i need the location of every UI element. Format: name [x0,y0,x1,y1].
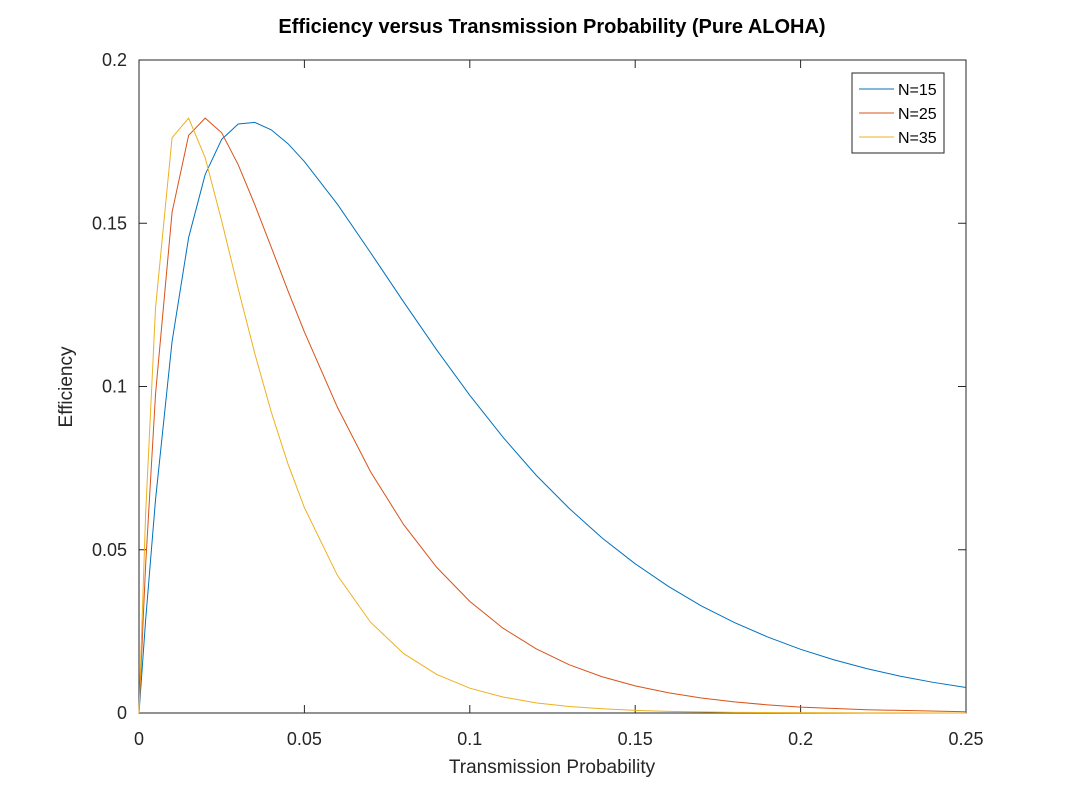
chart-title: Efficiency versus Transmission Probabili… [278,16,825,38]
x-tick-label: 0.25 [948,729,983,749]
x-axis-label: Transmission Probability [449,757,656,778]
x-tick-label: 0.2 [788,729,813,749]
x-tick-label: 0.05 [287,729,322,749]
legend-label: N=15 [898,82,937,99]
y-tick-label: 0.05 [92,540,127,560]
plot-area [138,59,967,714]
series-line-n-25 [138,117,967,714]
x-tick-label: 0.1 [457,729,482,749]
y-tick-label: 0.15 [92,213,127,233]
series-line-n-35 [138,117,967,714]
legend: N=15 N=25 N=35 [851,72,945,154]
y-tick-label: 0 [117,703,127,723]
legend-label: N=25 [898,106,937,123]
y-axis-label: Efficiency [56,346,77,427]
series-layer [138,117,967,714]
legend-label: N=35 [898,130,937,147]
x-tick-label: 0 [134,729,144,749]
y-tick-label: 0.2 [102,50,127,70]
x-tick-label: 0.15 [618,729,653,749]
ticks-layer: 0 0.05 0.1 0.15 0.2 0.25 0 0.05 0.1 0.15 0.2 [92,50,984,749]
y-tick-label: 0.1 [102,377,127,397]
